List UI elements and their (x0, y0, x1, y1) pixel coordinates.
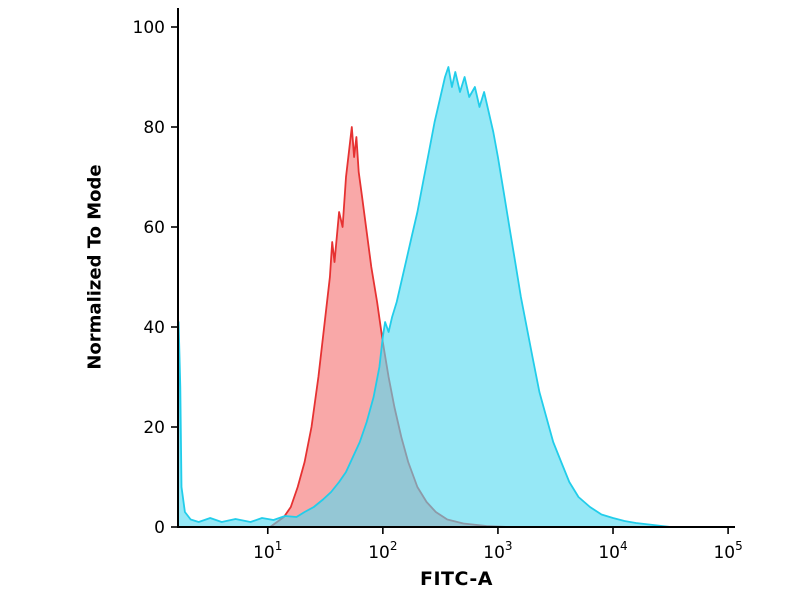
x-tick-label: 105 (713, 539, 742, 563)
x-tick-label: 102 (368, 539, 397, 563)
y-tick-label: 100 (133, 18, 165, 38)
y-tick-label: 40 (143, 318, 165, 338)
y-axis-label: Normalized To Mode (84, 164, 106, 370)
cyan-stained-population-curve (177, 66, 672, 528)
x-axis-label: FITC-A (420, 568, 493, 590)
y-tick-label: 60 (143, 218, 165, 238)
x-tick-label: 104 (598, 539, 627, 563)
y-tick-label: 20 (143, 418, 165, 438)
y-tick-label: 80 (143, 118, 165, 138)
y-tick-label: 0 (154, 518, 165, 538)
x-tick-label: 103 (483, 539, 512, 563)
x-tick-label: 101 (253, 539, 282, 563)
